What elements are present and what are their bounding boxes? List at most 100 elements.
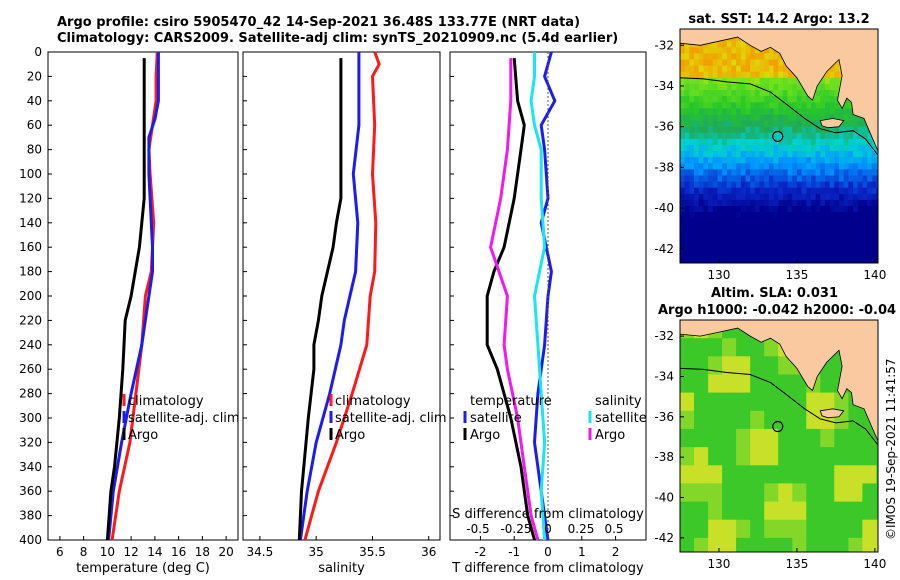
- top-tick-label: 0.25: [568, 522, 595, 536]
- x-tick-label: 0: [544, 545, 552, 559]
- map-frame: [679, 28, 879, 264]
- y-tick-label: -40: [654, 491, 674, 505]
- series-line-satellite-adj-clim: [298, 52, 361, 541]
- x-tick-label: -1: [508, 545, 520, 559]
- argo-position-marker: [772, 420, 784, 433]
- y-tick-label: 200: [19, 289, 42, 303]
- y-tick-label: -38: [654, 160, 674, 174]
- map-field: [680, 320, 878, 552]
- x-tick-label: 16: [171, 545, 186, 559]
- x-axis-label: salinity: [318, 561, 365, 576]
- kangaroo-island: [819, 408, 845, 419]
- salinity-panel: 34.5 35 35.5 36 salinity climatology satellite…: [242, 51, 447, 576]
- temperature-panel: 0 20 40 60 80 100 120 140 160 180 200 220 240 260 280 3…: [19, 45, 240, 576]
- footer-timestamp: ©IMOS 19-Sep-2021 11:41:57: [884, 358, 898, 540]
- y-tick-label: 20: [27, 69, 42, 83]
- y-tick-label: 400: [19, 533, 42, 547]
- y-tick-label: -36: [654, 410, 674, 424]
- shelf-contour: [680, 367, 878, 446]
- legend-entry: satellite: [595, 411, 647, 426]
- series-line-temperature-satellite: [533, 51, 557, 541]
- top-tick-label: 0: [544, 522, 552, 536]
- figure-title-line1: Argo profile: csiro 5905470_42 14-Sep-20…: [57, 15, 581, 30]
- y-tick-label: -42: [654, 531, 674, 545]
- y-tick-label: 80: [27, 143, 42, 157]
- x-tick-label: 130: [708, 557, 731, 571]
- y-tick-label: 220: [19, 313, 42, 327]
- x-tick-label: 12: [123, 545, 138, 559]
- legend-entry: satellite-adj. clim: [128, 411, 240, 426]
- x-tick-label: 140: [863, 557, 886, 571]
- legend-entry: satellite-adj. clim: [335, 411, 447, 426]
- x-tick-label: 6: [56, 545, 64, 559]
- y-tick-label: -32: [654, 38, 674, 52]
- x-tick-label: 10: [100, 545, 115, 559]
- y-tick-label: 180: [19, 265, 42, 279]
- y-tick-label: 140: [19, 216, 42, 230]
- legend-heading-temperature: temperature: [470, 394, 552, 409]
- y-tick-label: 300: [19, 411, 42, 425]
- y-tick-label: 380: [19, 509, 42, 523]
- y-tick-label: 100: [19, 167, 42, 181]
- legend-entry: climatology: [335, 394, 411, 409]
- top-tick-label: -0.5: [466, 522, 489, 536]
- x-tick-label: 34.5: [247, 545, 274, 559]
- kangaroo-island: [819, 118, 845, 129]
- y-tick-label: 60: [27, 118, 42, 132]
- legend-entry: Argo: [595, 428, 625, 443]
- map-frame: [679, 319, 879, 553]
- x-tick-label: 135: [785, 557, 808, 571]
- series-line-temperature-argo: [485, 57, 536, 541]
- shelf-contour: [680, 77, 878, 156]
- x-tick-label: 20: [218, 545, 233, 559]
- y-tick-label: 240: [19, 338, 42, 352]
- x-tick-label: 35.5: [359, 545, 386, 559]
- series-line-satellite-adj-clim: [107, 52, 160, 541]
- y-tick-label: -42: [654, 242, 674, 256]
- y-tick-label: -40: [654, 201, 674, 215]
- figure-title-line2: Climatology: CARS2009. Satellite-adj cli…: [57, 31, 619, 46]
- x-tick-label: 8: [80, 545, 88, 559]
- legend-entry: climatology: [128, 394, 204, 409]
- y-tick-label: 280: [19, 387, 42, 401]
- x-tick-label: 1: [578, 545, 586, 559]
- x-tick-label: 14: [147, 545, 162, 559]
- x-tick-label: 130: [708, 268, 731, 282]
- y-tick-label: 260: [19, 362, 42, 376]
- legend-heading-salinity: salinity: [595, 394, 642, 409]
- land-mass: [680, 320, 878, 442]
- x-tick-label: 135: [785, 268, 808, 282]
- sst-map-title: sat. SST: 14.2 Argo: 13.2: [688, 12, 869, 27]
- x-tick-label: 18: [195, 545, 210, 559]
- y-tick-label: -32: [654, 329, 674, 343]
- argo-position-marker: [772, 130, 784, 143]
- y-tick-label: 360: [19, 484, 42, 498]
- series-line-climatology: [303, 51, 381, 541]
- y-tick-label: -34: [654, 369, 674, 383]
- series-line-salinity-argo: [489, 58, 540, 541]
- top-tick-label: 0.5: [604, 522, 623, 536]
- y-tick-label: 40: [27, 94, 42, 108]
- y-tick-label: 120: [19, 191, 42, 205]
- legend-entry: Argo: [128, 428, 158, 443]
- legend-entry: satellite: [470, 411, 522, 426]
- y-tick-label: 320: [19, 435, 42, 449]
- map-field: [680, 29, 878, 263]
- y-tick-label: 160: [19, 240, 42, 254]
- land-mass: [680, 29, 878, 152]
- x-axis-label: temperature (deg C): [76, 561, 210, 576]
- series-line-salinity-satellite: [529, 52, 547, 541]
- difference-panel: -2 -1 0 1 2 T difference from climatology S di…: [449, 51, 647, 576]
- sla-map: -32 -34 -36 -38 -40 -42 130 135 140: [654, 319, 886, 571]
- x-axis-label: T difference from climatology: [451, 561, 644, 576]
- x-tick-label: -2: [474, 545, 486, 559]
- top-axis-label: S difference from climatology: [452, 507, 644, 522]
- x-tick-label: 140: [863, 268, 886, 282]
- y-tick-label: 0: [34, 45, 42, 59]
- y-tick-label: -38: [654, 450, 674, 464]
- y-tick-label: -34: [654, 79, 674, 93]
- series-line-argo: [297, 58, 343, 541]
- y-tick-label: 340: [19, 460, 42, 474]
- legend-entry: Argo: [335, 428, 365, 443]
